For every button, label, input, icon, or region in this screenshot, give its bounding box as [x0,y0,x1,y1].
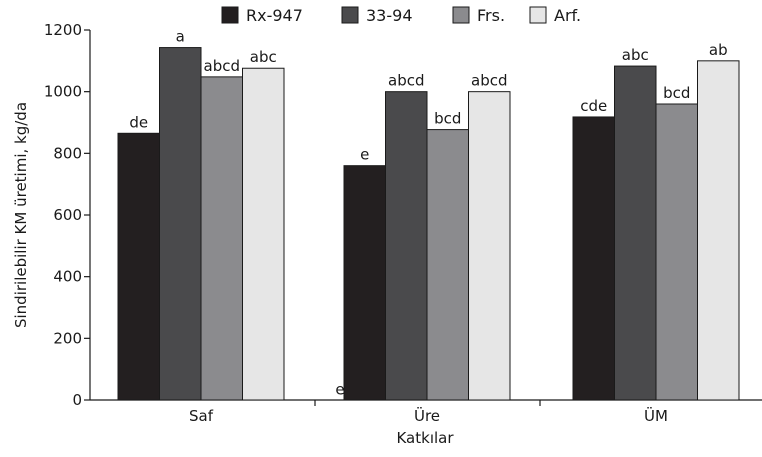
significance-label: e [360,146,369,164]
bar [614,65,657,401]
bar [343,165,386,401]
legend-swatch [452,6,470,24]
significance-label: abc [250,48,277,66]
significance-label: bcd [434,110,461,128]
bar [159,47,202,401]
significance-label: abcd [388,72,424,90]
legend-swatch [529,6,547,24]
y-axis-title: Sindirilebilir KM üretimi, kg/da [12,102,30,328]
x-tick-label: ÜM [644,406,668,425]
y-tick-label: 1000 [44,83,82,101]
bar [200,76,243,401]
bar [655,103,698,401]
y-axis: 0 200 400 600 800 1000 1200 [44,21,91,409]
legend-label: Frs. [477,6,505,25]
bar [468,91,511,401]
legend-label: Arf. [554,6,581,25]
significance-label: abcd [471,72,507,90]
x-axis-title: Katkılar [396,429,454,447]
x-tick-label: Saf [189,407,214,425]
significance-label: de [129,113,148,131]
x-tick-label: Üre [414,406,440,425]
legend: Rx-947 33-94 Frs. Arf. [221,6,581,25]
significance-label: bcd [663,84,690,102]
y-tick-label: 400 [53,268,82,286]
bar [385,91,428,401]
annotations: e [335,380,344,398]
bar [572,116,615,401]
legend-swatch [341,6,359,24]
y-tick-label: 0 [72,391,82,409]
bar [697,60,740,401]
significance-label: abc [622,46,649,64]
bar [242,67,285,401]
legend-label: 33-94 [366,6,413,25]
y-tick-label: 1200 [44,21,82,39]
bar [426,129,469,401]
bar [117,132,160,401]
legend-swatch [221,6,239,24]
significance-label: a [176,28,185,46]
bars [117,47,740,401]
y-tick-label: 600 [53,206,82,224]
annotation-label: e [335,380,344,398]
legend-label: Rx-947 [246,6,303,25]
significance-label: cde [580,97,607,115]
significance-label: abcd [204,57,240,75]
x-axis: Saf Üre ÜM [90,399,762,425]
y-tick-label: 800 [53,144,82,162]
y-tick-label: 200 [53,329,82,347]
significance-label: ab [709,41,728,59]
